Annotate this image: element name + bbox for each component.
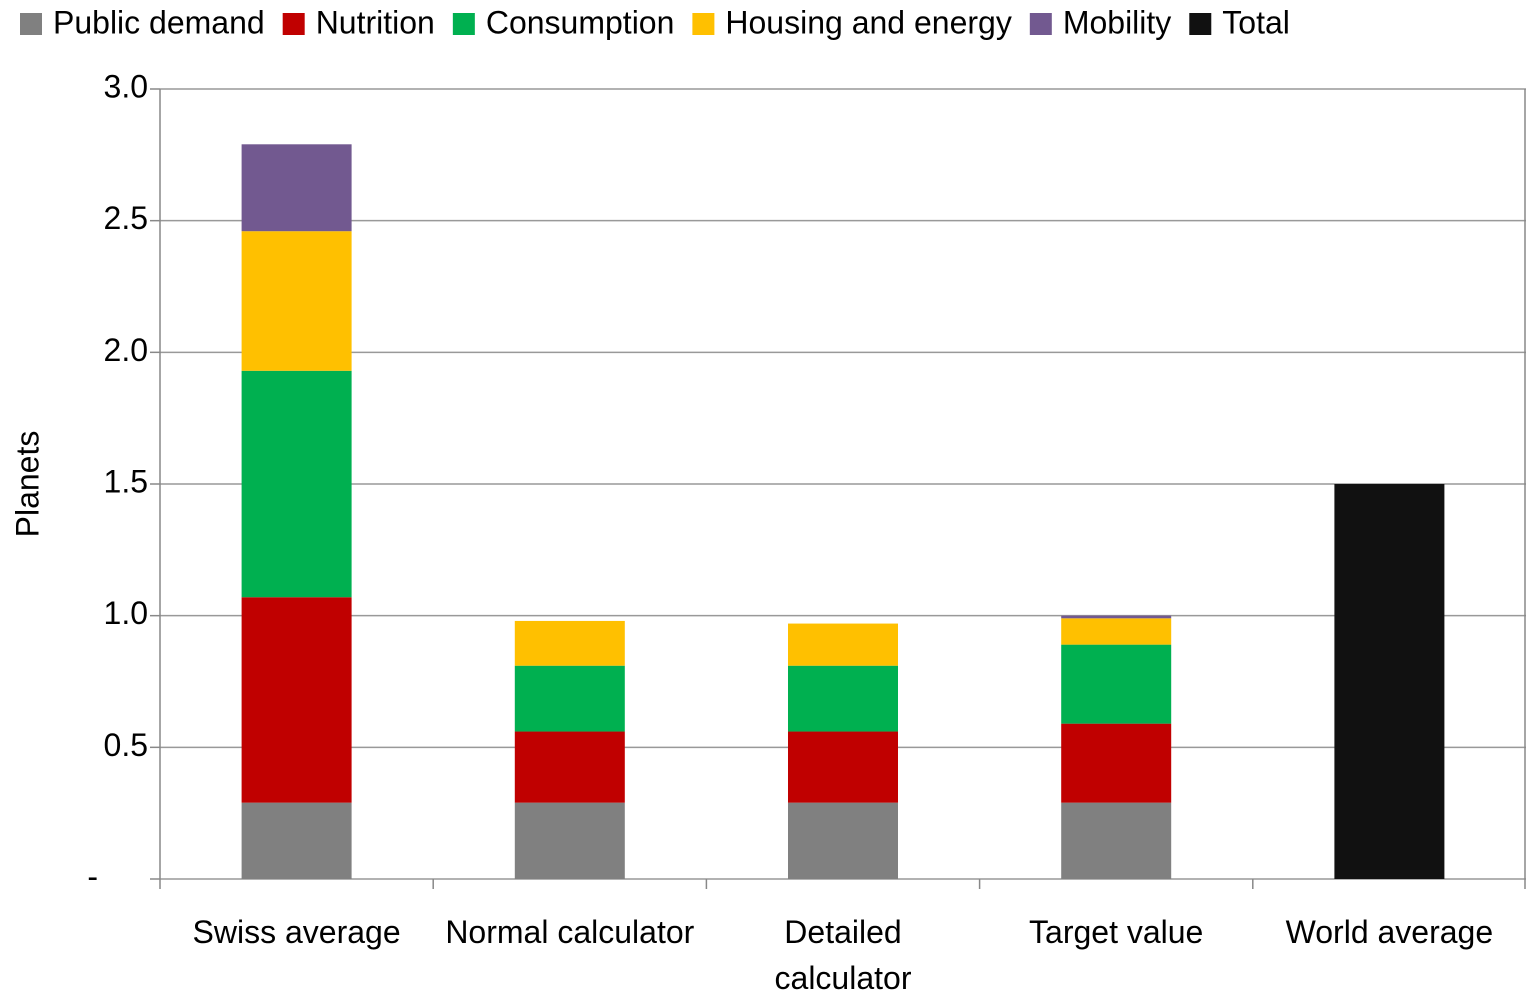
y-tick-label: - [87, 858, 98, 894]
legend-label: Public demand [53, 4, 265, 40]
y-tick-label: 2.5 [104, 200, 148, 236]
legend-label: Nutrition [316, 4, 435, 40]
bar-segment [788, 802, 898, 879]
x-tick-label: Detailed calculator [774, 914, 912, 996]
bar-segment [514, 665, 625, 732]
bar-segment [1061, 618, 1172, 645]
bar-segment [1061, 615, 1172, 619]
bar-segment [241, 144, 352, 232]
bar-segment [1061, 644, 1172, 724]
legend-label: Mobility [1063, 4, 1171, 40]
legend-label: Housing and energy [725, 4, 1011, 40]
bar-segment [514, 731, 625, 803]
legend-label: Total [1222, 4, 1290, 40]
y-tick-label: 3.0 [104, 68, 148, 104]
x-tick-label: Swiss average [192, 914, 401, 950]
bar-segment [241, 231, 352, 371]
x-tick-label: Target value [1029, 914, 1204, 950]
y-tick-label: 1.0 [104, 595, 148, 631]
legend-swatch [452, 13, 475, 35]
y-tick-label: 0.5 [104, 727, 148, 763]
bar-segment [788, 623, 898, 666]
legend-swatch [1189, 13, 1212, 35]
legend-swatch [1029, 13, 1052, 35]
bar-segment [1334, 484, 1445, 879]
legend-swatch [282, 13, 305, 35]
x-tick-label: Normal calculator [445, 914, 695, 950]
y-tick-label: 2.0 [104, 332, 148, 368]
legend-label: Consumption [486, 4, 675, 40]
bar-segment [241, 802, 352, 879]
bar-segment [514, 620, 625, 666]
bar-segment [788, 665, 898, 732]
bar-segment [1061, 723, 1172, 803]
legend-swatch [20, 13, 42, 35]
bar-segment [514, 802, 625, 879]
bar-segment [241, 370, 352, 598]
y-tick-label: 1.5 [104, 463, 148, 499]
bar-segment [241, 597, 352, 803]
bar-segment [788, 731, 898, 803]
x-tick-label: World average [1285, 914, 1494, 950]
bar-segment [1061, 802, 1172, 879]
y-axis-label: Planets [9, 431, 45, 538]
legend-swatch [692, 13, 715, 35]
